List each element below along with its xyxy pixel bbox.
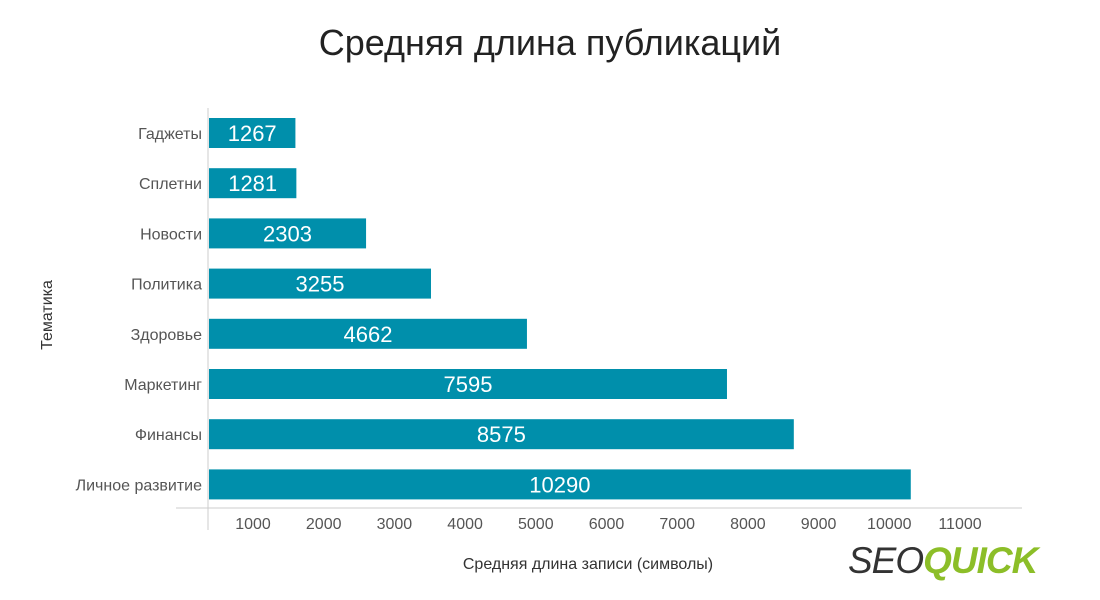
x-tick-label-9: 10000 xyxy=(867,516,912,533)
category-label-5: Маркетинг xyxy=(124,377,202,394)
axes-layer: Гаджеты Сплетни Новости Политика Здоровье Мар… xyxy=(76,108,1022,533)
data-label-2: 2303 xyxy=(263,221,312,246)
x-tick-label-0: 1000 xyxy=(235,516,271,533)
data-label-1: 1281 xyxy=(228,171,277,196)
bar-7 xyxy=(209,469,911,500)
x-tick-label-6: 7000 xyxy=(659,516,695,533)
data-label-6: 8575 xyxy=(477,422,526,447)
x-tick-label-5: 6000 xyxy=(589,516,625,533)
x-tick-label-4: 5000 xyxy=(518,516,554,533)
logo-seo: SEO xyxy=(848,540,924,581)
bar-1 xyxy=(209,168,297,199)
chart-title: Средняя длина публикаций xyxy=(318,22,782,63)
data-label-3: 3255 xyxy=(296,272,345,297)
x-tick-label-7: 8000 xyxy=(730,516,766,533)
category-label-0: Гаджеты xyxy=(138,126,202,143)
category-label-7: Личное развитие xyxy=(76,477,203,494)
category-label-6: Финансы xyxy=(135,427,202,444)
data-label-4: 4662 xyxy=(343,322,392,347)
bar-6 xyxy=(209,419,794,450)
x-tick-label-1: 2000 xyxy=(306,516,342,533)
x-tick-label-3: 4000 xyxy=(447,516,483,533)
category-label-3: Политика xyxy=(131,277,202,294)
x-tick-label-8: 9000 xyxy=(801,516,837,533)
bar-5 xyxy=(209,369,727,399)
x-axis-label: Средняя длина записи (символы) xyxy=(462,556,714,573)
data-label-5: 7595 xyxy=(444,372,493,397)
logo-quick: QUICK xyxy=(923,540,1038,581)
category-label-2: Новости xyxy=(140,226,202,243)
bar-2 xyxy=(209,218,367,249)
bar-4 xyxy=(209,318,527,349)
x-tick-label-10: 11000 xyxy=(938,516,981,533)
bar-3 xyxy=(209,268,431,299)
x-tick-label-2: 3000 xyxy=(377,516,413,533)
bar-0 xyxy=(209,118,296,148)
category-label-1: Сплетни xyxy=(139,176,202,193)
seoquick-logo: SEOQUICK xyxy=(848,540,1038,582)
data-label-7: 10290 xyxy=(529,472,590,497)
data-label-0: 1267 xyxy=(228,121,277,146)
category-label-4: Здоровье xyxy=(131,327,203,344)
